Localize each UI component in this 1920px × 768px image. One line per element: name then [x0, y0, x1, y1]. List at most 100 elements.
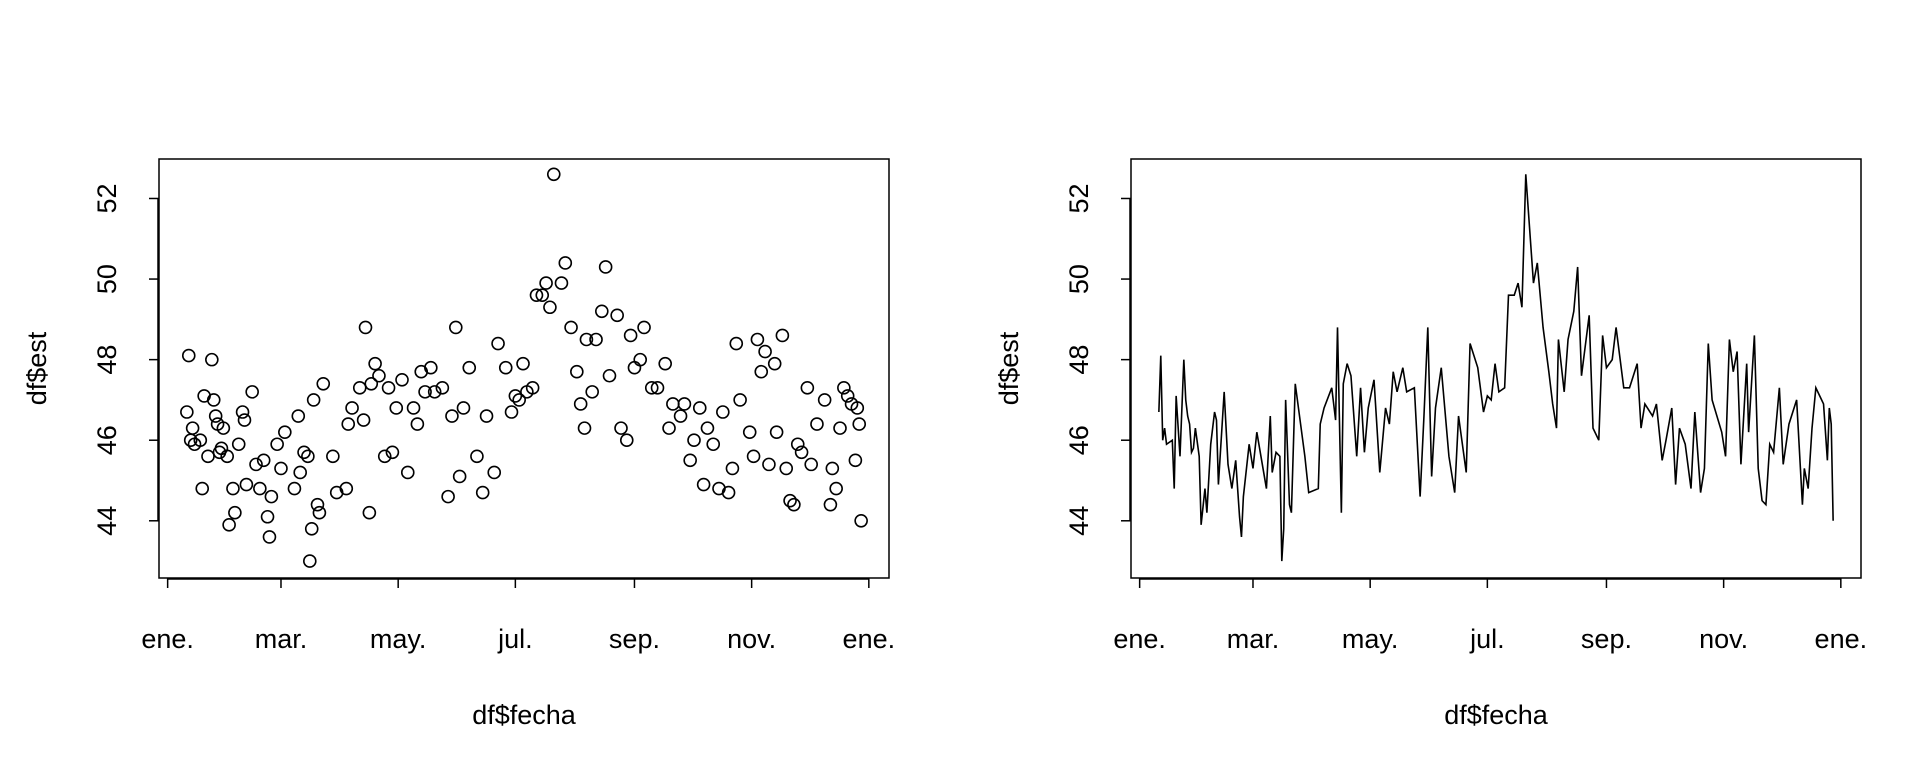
point [228, 505, 242, 520]
point [326, 449, 340, 464]
point [589, 332, 603, 347]
x-tick-label: may. [370, 624, 427, 654]
point [837, 381, 851, 395]
y-tick-label: 46 [92, 425, 122, 455]
point [677, 397, 692, 411]
point [577, 421, 592, 435]
x-tick-label: ene. [1113, 624, 1166, 654]
point [692, 401, 707, 415]
point [775, 328, 790, 343]
point [633, 352, 648, 367]
y-axis-title: df$est [22, 331, 52, 405]
point [742, 425, 757, 439]
point [406, 401, 421, 415]
point [301, 449, 315, 464]
point [352, 381, 367, 395]
point [389, 401, 404, 415]
point [385, 445, 400, 460]
x-tick-label: mar. [255, 624, 308, 654]
point [825, 461, 840, 476]
point [539, 276, 553, 290]
y-tick-label: 46 [1064, 425, 1094, 455]
point [783, 493, 797, 508]
y-tick-label: 52 [1064, 183, 1094, 213]
point [579, 332, 594, 347]
point [427, 385, 442, 399]
point [850, 401, 865, 415]
point [504, 405, 519, 419]
point [206, 393, 221, 407]
x-tick-label: ene. [141, 624, 194, 654]
point [810, 417, 824, 431]
point [364, 377, 379, 391]
point [673, 409, 688, 423]
point [790, 437, 805, 452]
point [456, 401, 471, 415]
point [570, 364, 584, 379]
point [214, 441, 229, 456]
point [441, 489, 455, 504]
point [762, 457, 776, 472]
point [662, 421, 676, 435]
y-tick-label: 44 [1064, 506, 1094, 536]
point [222, 518, 236, 532]
point [445, 409, 459, 423]
point [498, 360, 513, 375]
point [253, 481, 267, 496]
point [554, 276, 569, 290]
x-tick-label: mar. [1227, 624, 1280, 654]
point [852, 417, 867, 431]
point [644, 381, 659, 395]
point [725, 461, 740, 476]
point [687, 433, 701, 448]
y-tick-label: 52 [92, 183, 122, 213]
point [410, 417, 425, 431]
plot-box [158, 158, 890, 579]
plot-box [1130, 158, 1862, 579]
x-tick-label: nov. [727, 624, 776, 654]
point [220, 449, 234, 464]
point [368, 356, 382, 371]
point [491, 336, 505, 351]
point [256, 453, 271, 468]
point [181, 348, 196, 363]
point [787, 497, 801, 512]
point [339, 481, 354, 496]
point [424, 360, 438, 375]
point [833, 421, 847, 435]
x-axis-title: df$fecha [472, 700, 577, 730]
point [293, 465, 307, 480]
point [216, 421, 231, 435]
point [598, 260, 613, 274]
point [462, 360, 477, 375]
point [767, 356, 782, 371]
point [303, 554, 317, 568]
point [535, 288, 550, 302]
x-tick-label: may. [1342, 624, 1399, 654]
point [270, 437, 284, 452]
y-tick-label: 50 [92, 264, 122, 294]
point [804, 457, 818, 472]
point [195, 481, 210, 496]
point [754, 364, 769, 379]
point [614, 421, 628, 435]
series-line [1158, 174, 1834, 562]
point [529, 288, 544, 302]
point [637, 320, 651, 335]
point [779, 461, 794, 476]
point [854, 513, 868, 528]
y-tick-label: 48 [1064, 345, 1094, 375]
point [610, 308, 624, 323]
point [696, 477, 711, 492]
point [487, 465, 502, 480]
point [193, 433, 208, 448]
x-tick-label: ene. [843, 624, 896, 654]
point [226, 481, 240, 496]
point [435, 381, 450, 395]
point [512, 393, 526, 407]
point [564, 320, 578, 335]
point [418, 385, 432, 399]
point [817, 393, 832, 407]
